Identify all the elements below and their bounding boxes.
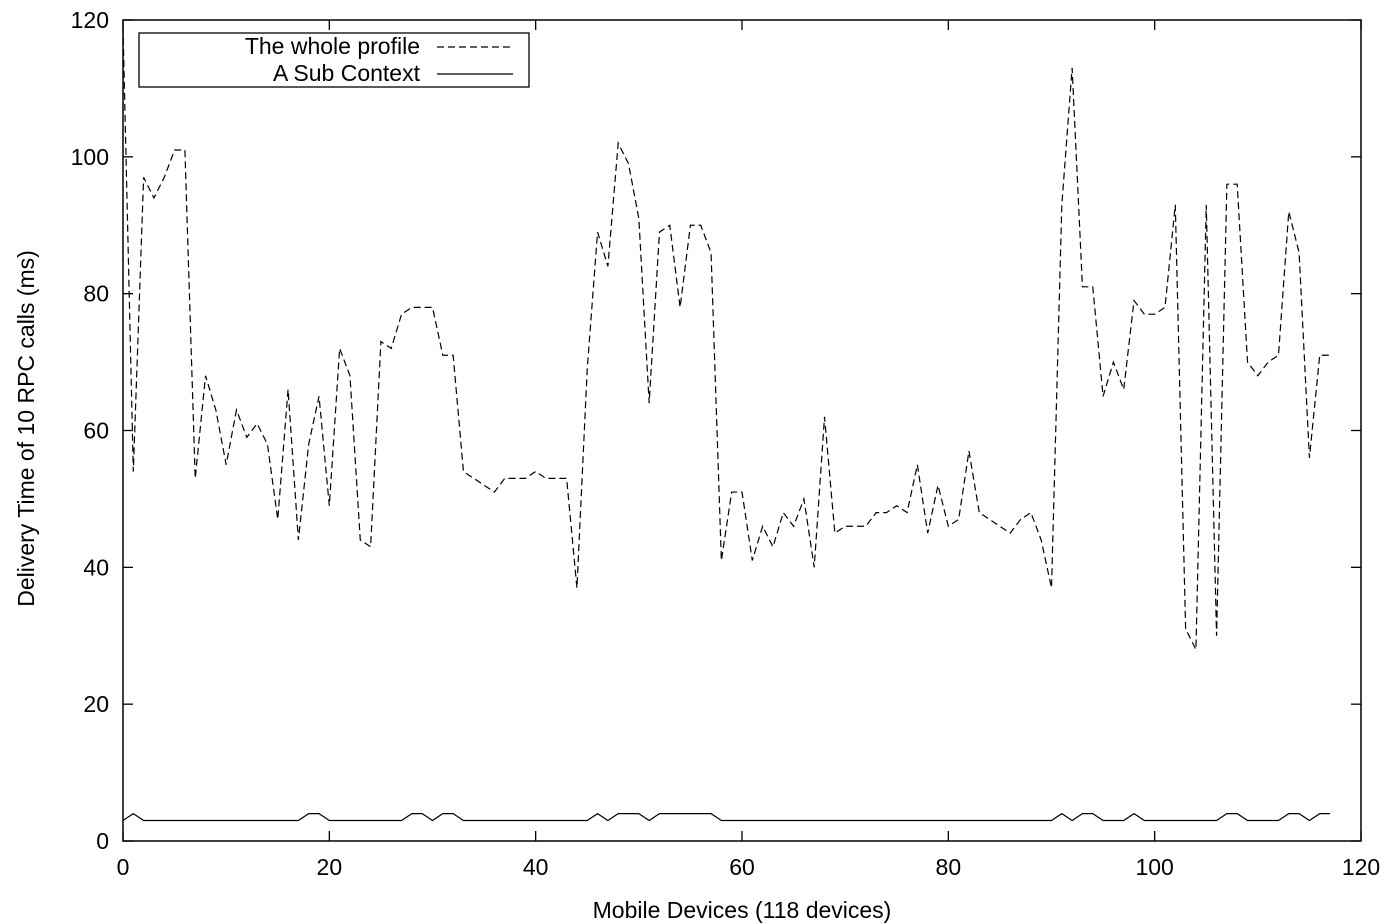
x-axis-title: Mobile Devices (118 devices): [593, 897, 892, 923]
y-tick-label: 40: [83, 554, 109, 580]
x-tick-label: 0: [117, 854, 130, 880]
legend-label-sub-context: A Sub Context: [273, 60, 421, 86]
x-tick-label: 100: [1135, 854, 1173, 880]
series-line-whole-profile: [123, 26, 1331, 650]
x-tick-label: 60: [729, 854, 755, 880]
x-tick-label: 20: [317, 854, 343, 880]
plot-frame: [122, 19, 1362, 842]
y-tick-label: 100: [71, 144, 109, 170]
x-tick-label: 80: [936, 854, 962, 880]
x-tick-label: 120: [1342, 854, 1380, 880]
legend-box: [138, 32, 530, 88]
y-axis-title: Delivery Time of 10 RPC calls (ms): [13, 250, 39, 607]
series-line-sub-context: [123, 812, 1331, 822]
y-tick-label: 20: [83, 691, 109, 717]
legend: The whole profile A Sub Context: [138, 32, 530, 88]
y-tick-label: 60: [83, 418, 109, 444]
y-tick-label: 0: [96, 828, 109, 854]
y-tick-label: 120: [71, 7, 109, 33]
legend-label-whole-profile: The whole profile: [245, 33, 420, 59]
y-tick-label: 80: [83, 281, 109, 307]
x-tick-label: 40: [523, 854, 549, 880]
